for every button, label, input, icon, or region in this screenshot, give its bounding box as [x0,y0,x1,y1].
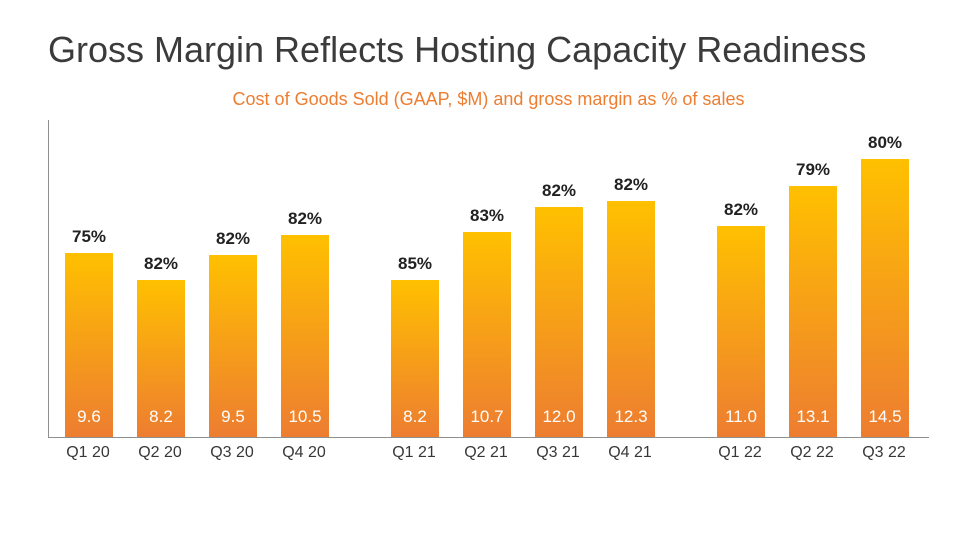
x-axis-group-gap [666,438,704,470]
chart-bar-slot: 82% 8.2 [125,120,197,437]
chart-bar: 82%10.5 [281,235,329,437]
chart-bar: 82%9.5 [209,255,257,438]
bar-percent-label: 80% [861,133,909,153]
chart-group: 75% 9.6 82% 8.2 82% 9.5 82% 10.5 [53,120,341,437]
bar-value-label: 10.5 [281,407,329,427]
chart-bar-slot: 82% 9.5 [197,120,269,437]
bar-percent-label: 82% [607,175,655,195]
bar-value-label: 8.2 [137,407,185,427]
x-axis-label: Q3 21 [522,438,594,470]
bar-value-label: 9.5 [209,407,257,427]
chart-bar-slot: 75% 9.6 [53,120,125,437]
chart-subtitle: Cost of Goods Sold (GAAP, $M) and gross … [48,89,929,110]
bar-percent-label: 85% [391,254,439,274]
chart-plot-area: 75%9.682%8.282%9.582%10.585%8.283%10.782… [48,120,929,438]
bar-percent-label: 82% [281,209,329,229]
chart-bar: 82%11.0 [717,226,765,437]
chart-bar: 75%9.6 [65,253,113,437]
bar-value-label: 12.3 [607,407,655,427]
x-axis-label: Q1 22 [704,438,776,470]
x-axis-label: Q2 22 [776,438,848,470]
chart-bar-slot: 82% 12.0 [523,120,595,437]
x-axis-group: Q1 22Q2 22Q3 22 [704,438,920,470]
bar-value-label: 11.0 [717,407,765,427]
chart-bar-slot: 82% 10.5 [269,120,341,437]
x-axis-label: Q3 22 [848,438,920,470]
chart-bar: 85%8.2 [391,280,439,438]
chart-group: 85% 8.2 83% 10.7 82% 12.0 82% 12.3 [379,120,667,437]
bar-percent-label: 75% [65,227,113,247]
bar-value-label: 14.5 [861,407,909,427]
bar-percent-label: 83% [463,206,511,226]
bar-percent-label: 82% [209,229,257,249]
chart-bar-slot: 79% 13.1 [777,120,849,437]
x-axis-label: Q4 20 [268,438,340,470]
x-axis-label: Q1 20 [52,438,124,470]
chart-bar-slot: 83% 10.7 [451,120,523,437]
x-axis-label: Q1 21 [378,438,450,470]
chart-container: 75%9.682%8.282%9.582%10.585%8.283%10.782… [48,120,929,470]
chart-bar: 82%12.0 [535,207,583,438]
chart-x-axis: Q1 20Q2 20Q3 20Q4 20 Q1 21Q2 21Q3 21Q4 21… [48,438,929,470]
bar-value-label: 12.0 [535,407,583,427]
bar-value-label: 9.6 [65,407,113,427]
chart-bar: 83%10.7 [463,232,511,438]
slide: Gross Margin Reflects Hosting Capacity R… [0,0,977,537]
chart-group: 82% 11.0 79% 13.1 80% 14.5 [705,120,921,437]
bar-percent-label: 82% [717,200,765,220]
x-axis-group-gap [340,438,378,470]
bar-value-label: 8.2 [391,407,439,427]
bar-percent-label: 79% [789,160,837,180]
chart-bar: 82%12.3 [607,201,655,437]
slide-title: Gross Margin Reflects Hosting Capacity R… [48,28,929,71]
bar-percent-label: 82% [137,254,185,274]
bar-percent-label: 82% [535,181,583,201]
x-axis-label: Q2 21 [450,438,522,470]
chart-bar: 80%14.5 [861,159,909,438]
chart-bar-slot: 82% 12.3 [595,120,667,437]
x-axis-label: Q2 20 [124,438,196,470]
chart-bar-slot: 82% 11.0 [705,120,777,437]
x-axis-group: Q1 21Q2 21Q3 21Q4 21 [378,438,666,470]
chart-bar-slot: 85% 8.2 [379,120,451,437]
bar-value-label: 10.7 [463,407,511,427]
x-axis-label: Q4 21 [594,438,666,470]
chart-bar: 79%13.1 [789,186,837,438]
chart-bar-groups: 75%9.682%8.282%9.582%10.585%8.283%10.782… [49,120,929,437]
chart-bar: 82%8.2 [137,280,185,438]
x-axis-group: Q1 20Q2 20Q3 20Q4 20 [52,438,340,470]
bar-value-label: 13.1 [789,407,837,427]
chart-bar-slot: 80% 14.5 [849,120,921,437]
x-axis-label: Q3 20 [196,438,268,470]
